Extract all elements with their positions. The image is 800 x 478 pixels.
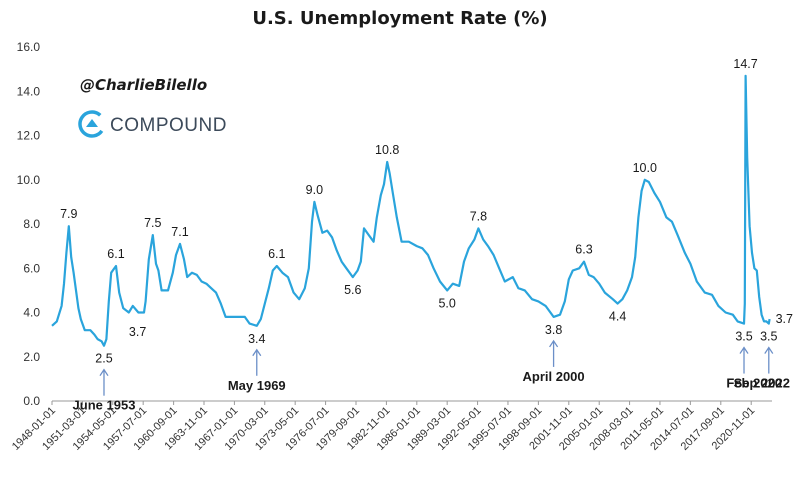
y-tick-label: 12.0: [17, 129, 41, 143]
y-tick-label: 8.0: [23, 217, 40, 231]
value-label: 6.3: [575, 243, 592, 257]
y-tick-label: 0.0: [23, 394, 40, 408]
value-label: 3.5: [760, 330, 777, 344]
chart-title: U.S. Unemployment Rate (%): [252, 8, 547, 29]
value-label: 6.1: [107, 247, 124, 261]
value-label: 14.7: [733, 57, 757, 71]
value-label: 3.8: [545, 323, 562, 337]
y-tick-label: 14.0: [17, 84, 41, 98]
value-label: 9.0: [306, 183, 323, 197]
series-lines: [51, 74, 771, 347]
y-tick-label: 4.0: [23, 306, 40, 320]
compound-logo-icon: [78, 110, 106, 138]
value-label: 5.0: [438, 296, 455, 310]
value-label: 5.6: [344, 283, 361, 297]
value-label: 7.5: [144, 216, 161, 230]
event-arrowhead: [549, 339, 559, 348]
value-label: 7.1: [171, 225, 188, 239]
event-label: Sep 2022: [734, 376, 790, 391]
event-arrowhead: [739, 346, 749, 354]
value-label: 7.9: [60, 207, 77, 221]
unemployment-line: [51, 74, 771, 347]
author-handle: @CharlieBilello: [80, 76, 207, 94]
y-tick-label: 2.0: [23, 350, 40, 364]
value-label: 10.8: [375, 143, 399, 157]
event-arrowhead: [99, 368, 109, 377]
value-label: 3.5: [735, 330, 752, 344]
y-tick-label: 10.0: [17, 173, 41, 187]
value-labels: 7.9 2.5 6.1 3.7 7.5 7.1 3.4 6.1 9.0 5.6 10.8 5.0 7.8…: [60, 57, 793, 366]
event-label: May 1969: [228, 378, 286, 393]
value-label: 10.0: [633, 161, 657, 175]
event-arrowhead: [764, 346, 774, 354]
value-label: 7.8: [470, 209, 487, 223]
event-label: June 1953: [73, 398, 136, 413]
y-tick-label: 6.0: [23, 261, 40, 275]
value-label: 3.4: [248, 332, 265, 346]
value-label: 6.1: [268, 247, 285, 261]
y-axis: 0.0 2.0 4.0 6.0 8.0 10.0 12.0 14.0 16.0: [17, 40, 41, 408]
value-label: 3.7: [776, 312, 793, 326]
value-label: 3.7: [129, 325, 146, 339]
value-label: 2.5: [95, 352, 112, 366]
value-label: 4.4: [609, 310, 626, 324]
event-label: April 2000: [523, 369, 585, 384]
brand-name: COMPOUND: [110, 115, 227, 136]
y-tick-label: 16.0: [17, 40, 41, 54]
event-arrowhead: [252, 348, 262, 357]
event-label: Feb 2020: [726, 376, 782, 391]
